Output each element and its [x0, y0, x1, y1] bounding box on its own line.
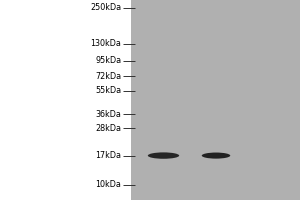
- Bar: [130, 0, 300, 200]
- Text: 130kDa: 130kDa: [91, 39, 122, 48]
- Text: 28kDa: 28kDa: [95, 124, 122, 133]
- Text: 95kDa: 95kDa: [95, 56, 122, 65]
- Ellipse shape: [202, 153, 230, 159]
- Text: 250kDa: 250kDa: [90, 3, 122, 12]
- Text: 72kDa: 72kDa: [95, 72, 122, 81]
- Text: 17kDa: 17kDa: [95, 151, 122, 160]
- Text: 55kDa: 55kDa: [95, 86, 122, 95]
- Text: 10kDa: 10kDa: [96, 180, 122, 189]
- Ellipse shape: [148, 152, 179, 159]
- Text: 36kDa: 36kDa: [96, 110, 122, 119]
